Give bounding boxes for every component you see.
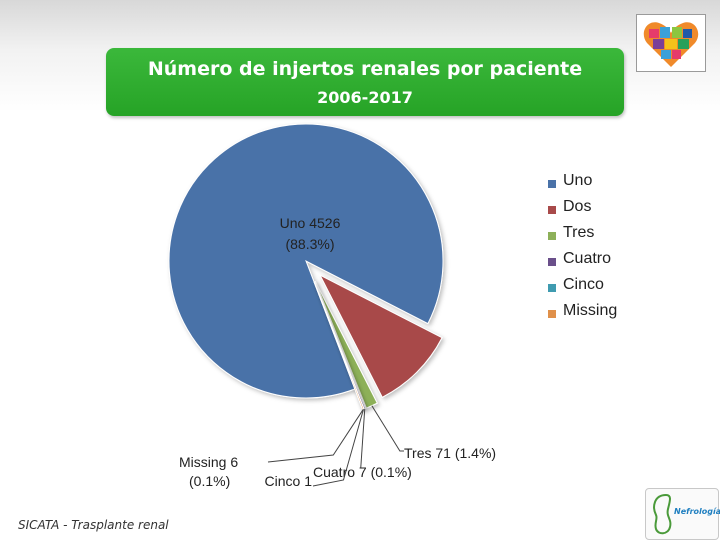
pie-slice-uno [168,123,444,399]
pie-slice-tres [314,280,378,409]
leader-line-cinco [312,409,364,487]
heart-logo-icon [643,22,699,67]
data-label-cinco: Cinco 1 [265,473,313,489]
legend-label: Cuatro [563,250,612,267]
data-label-missing: Missing 6 [179,454,238,470]
legend-item-cuatro: Cuatro [548,250,708,276]
data-label-uno: Uno 4526 [280,215,341,231]
legend-item-dos: Dos [548,198,708,224]
legend-label: Missing [563,302,618,319]
data-label-cuatro: Cuatro 7 (0.1%) [313,464,412,480]
legend-swatch [548,232,556,240]
legend-label: Uno [563,172,593,189]
title-box: Número de injertos renales por paciente … [106,48,624,116]
heart-logo [636,14,706,72]
legend-label: Cinco [563,276,604,293]
legend-item-tres: Tres [548,224,708,250]
leader-line-tres [371,405,404,452]
legend-swatch [548,206,556,214]
data-label-missing-percent: (0.1%) [189,473,230,489]
footer-text: SICATA - Trasplante renal [18,518,169,532]
legend-label: Tres [563,224,595,241]
nefrologia-logo: Nefrología [645,488,720,540]
leader-line-missing [267,409,364,463]
legend-item-missing: Missing [548,302,708,328]
nefrologia-logo-text: Nefrología [674,507,720,516]
legend-swatch [548,180,556,188]
leader-line-cuatro [360,408,366,469]
data-label-tres: Tres 71 (1.4%) [404,445,496,461]
legend-swatch [548,258,556,266]
legend-swatch [548,284,556,292]
legend-item-cinco: Cinco [548,276,708,302]
chart-title: Número de injertos renales por paciente [147,58,583,80]
kidney-icon [653,493,672,535]
chart-subtitle: 2006-2017 [317,88,413,107]
chart-legend: Uno Dos Tres Cuatro Cinco Missing [548,172,708,328]
pie-slice-dos [318,274,443,398]
data-label-uno-percent: (88.3%) [285,236,334,252]
legend-label: Dos [563,198,592,215]
legend-item-uno: Uno [548,172,708,198]
legend-swatch [548,310,556,318]
